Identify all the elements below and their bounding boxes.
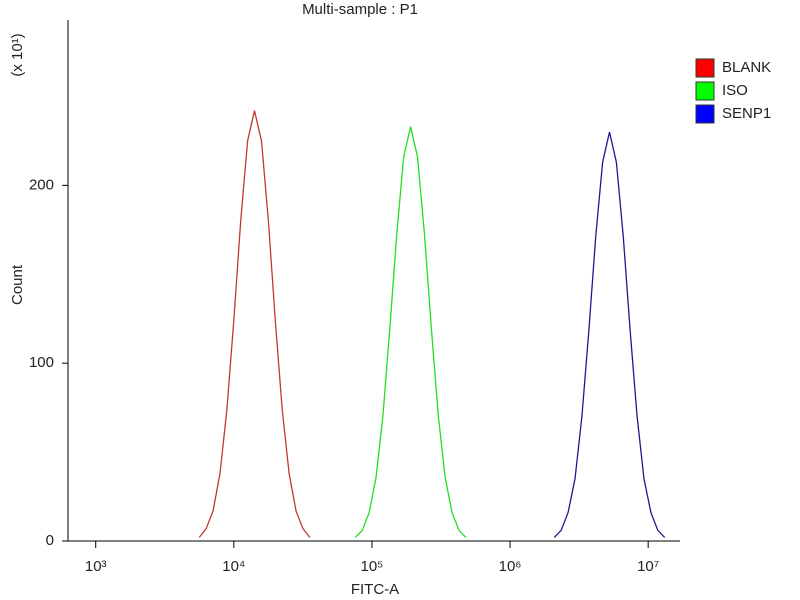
x-tick-label: 10⁶ <box>499 558 522 575</box>
x-tick-label: 10³ <box>85 558 107 575</box>
histogram-line <box>553 131 666 538</box>
chart-title: Multi-sample : P1 <box>302 1 418 18</box>
y-tick-label: 200 <box>29 176 54 193</box>
histogram-line <box>198 110 311 538</box>
x-tick-label: 10⁴ <box>222 558 245 575</box>
histogram-line <box>354 126 467 538</box>
legend-swatch <box>695 81 715 101</box>
legend-swatch <box>695 58 715 78</box>
legend-swatch <box>695 104 715 124</box>
x-tick-label: 10⁵ <box>360 558 383 575</box>
x-tick-label: 10⁷ <box>637 558 659 575</box>
legend-label: SENP1 <box>722 105 771 122</box>
x-axis-label: FITC-A <box>351 581 399 598</box>
y-tick-label: 100 <box>29 354 54 371</box>
legend-label: ISO <box>722 82 748 99</box>
legend-label: BLANK <box>722 59 771 76</box>
y-axis-label: Count <box>9 264 26 305</box>
y-tick-label: 0 <box>46 532 54 549</box>
y-unit-label: (x 10¹) <box>9 33 26 76</box>
